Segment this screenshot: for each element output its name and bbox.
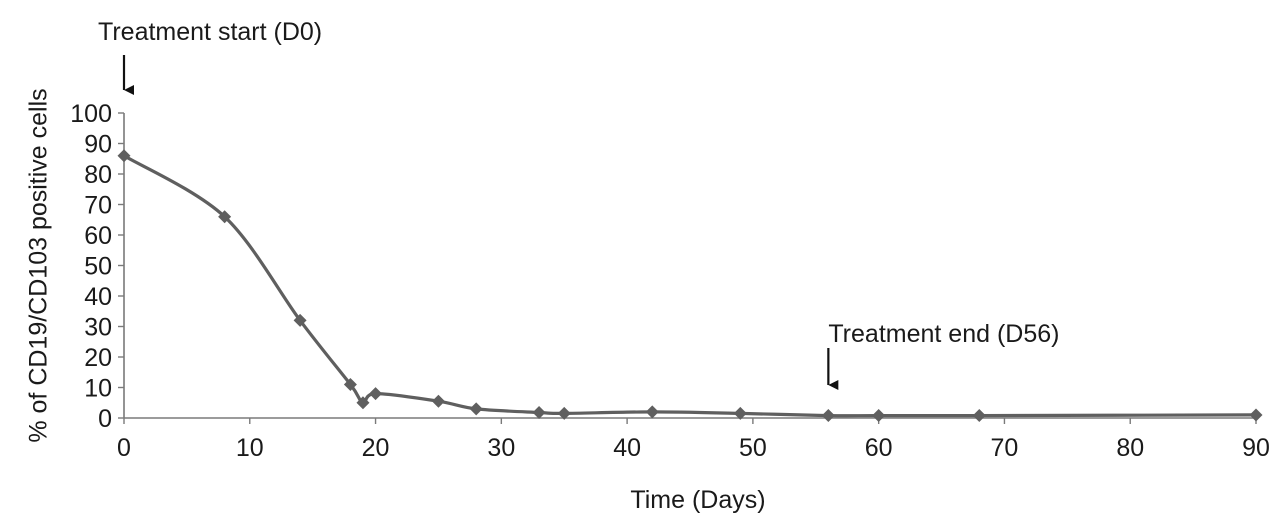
- x-tick-label: 60: [865, 434, 893, 462]
- x-axis-ticks: 0 10 20 30 40 50 60 70 80 90: [117, 418, 1270, 462]
- x-tick-label: 30: [487, 434, 515, 462]
- data-point: [431, 394, 445, 408]
- y-tick-label: 30: [84, 314, 112, 342]
- annotation-end-label: Treatment end (D56): [828, 320, 1059, 348]
- y-tick-label: 20: [84, 344, 112, 372]
- y-tick-label: 0: [98, 405, 112, 433]
- data-point: [293, 313, 307, 327]
- x-tick-label: 80: [1116, 434, 1144, 462]
- data-point: [218, 210, 232, 224]
- data-point: [872, 409, 886, 423]
- data-point: [972, 409, 986, 423]
- data-point: [117, 149, 131, 163]
- annotation-treatment-start: Treatment start (D0): [98, 18, 322, 95]
- y-tick-label: 70: [84, 192, 112, 220]
- data-point: [1249, 408, 1263, 422]
- data-point: [733, 406, 747, 420]
- data-point: [469, 402, 483, 416]
- series-line: [122, 154, 1258, 418]
- y-tick-label: 60: [84, 222, 112, 250]
- data-point: [356, 396, 370, 410]
- data-point: [557, 406, 571, 420]
- annotation-treatment-end: Treatment end (D56): [827, 320, 1059, 390]
- x-tick-label: 50: [739, 434, 767, 462]
- y-tick-label: 40: [84, 283, 112, 311]
- x-tick-label: 10: [236, 434, 264, 462]
- data-point: [645, 405, 659, 419]
- y-tick-label: 90: [84, 131, 112, 159]
- data-point: [343, 377, 357, 391]
- axes: [123, 113, 1256, 419]
- y-tick-label: 50: [84, 253, 112, 281]
- data-points: [117, 149, 1263, 423]
- y-tick-label: 10: [84, 375, 112, 403]
- data-point: [821, 409, 835, 423]
- x-tick-label: 90: [1242, 434, 1270, 462]
- data-point: [532, 406, 546, 420]
- x-tick-label: 70: [991, 434, 1019, 462]
- annotation-start-label: Treatment start (D0): [98, 18, 322, 46]
- x-tick-label: 0: [117, 434, 131, 462]
- y-axis-title: % of CD19/CD103 positive cells: [25, 88, 53, 442]
- y-tick-label: 80: [84, 161, 112, 189]
- x-tick-label: 40: [613, 434, 641, 462]
- data-point: [369, 387, 383, 401]
- x-axis-title: Time (Days): [630, 486, 765, 514]
- y-tick-label: 100: [70, 100, 112, 128]
- x-tick-label: 20: [362, 434, 390, 462]
